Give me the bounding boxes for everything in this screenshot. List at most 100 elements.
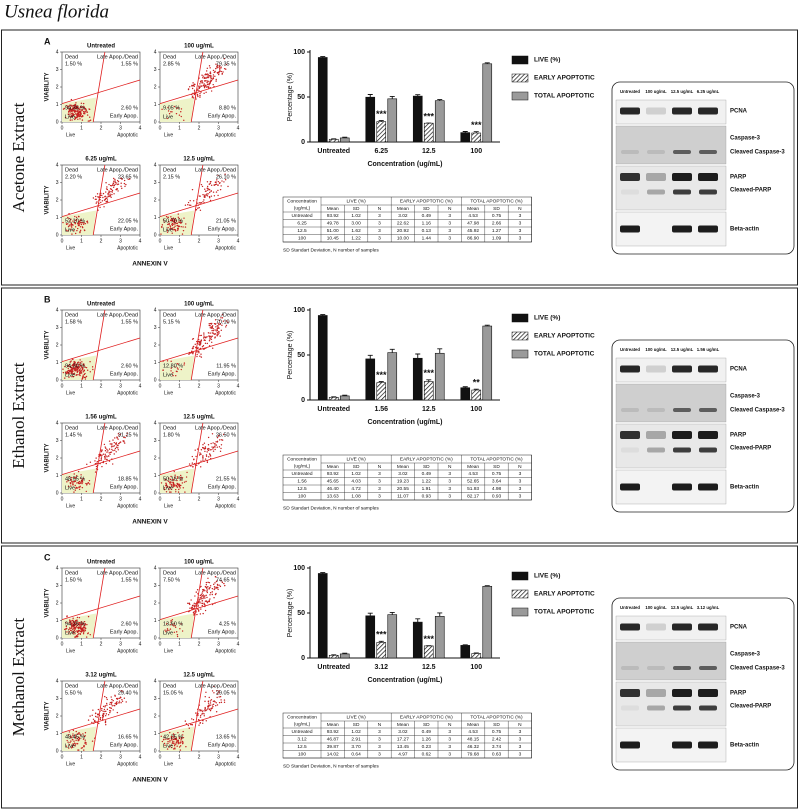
event-dot — [99, 206, 101, 209]
event-dot — [94, 471, 97, 473]
gate-line — [159, 708, 239, 734]
quadrant-label: Late Apop./Dead — [97, 683, 138, 689]
event-dot — [104, 715, 107, 717]
event-dot — [213, 195, 216, 197]
axis-label: Live — [164, 503, 173, 509]
event-dot — [189, 199, 191, 202]
event-dot — [67, 741, 69, 743]
event-dot — [174, 366, 176, 368]
event-dot — [77, 622, 79, 624]
error-bar — [473, 652, 479, 654]
protein-label: PARP — [730, 175, 746, 181]
y-tick-label: 0 — [154, 232, 157, 238]
blot-band — [621, 408, 639, 412]
table-subheader: N — [378, 722, 382, 728]
table-cell: 3 — [378, 479, 381, 485]
event-dot — [125, 435, 128, 437]
event-dot — [104, 695, 106, 698]
bar — [387, 614, 398, 659]
event-dot — [70, 623, 73, 625]
table-cell: 4.97 — [398, 752, 408, 758]
event-dot — [65, 372, 67, 375]
event-dot — [171, 111, 173, 113]
event-dot — [84, 376, 87, 378]
y-tick-label: 0 — [56, 377, 59, 383]
y-tick-label: 2 — [154, 342, 157, 348]
event-dot — [76, 487, 79, 489]
y-tick-label: 0 — [301, 655, 305, 662]
event-dot — [95, 202, 97, 204]
event-dot — [173, 741, 175, 743]
event-dot — [171, 746, 173, 749]
table-cell: Untreated — [291, 213, 312, 219]
event-dot — [70, 372, 72, 374]
x-tick-label: 0 — [159, 754, 162, 760]
event-dot — [203, 710, 205, 712]
event-dot — [216, 329, 219, 332]
event-dot — [86, 111, 89, 113]
event-dot — [123, 441, 125, 443]
bar — [423, 381, 434, 401]
event-dot — [71, 372, 73, 374]
event-dot — [214, 71, 216, 73]
event-dot — [209, 327, 211, 329]
event-dot — [169, 481, 171, 483]
event-dot — [208, 696, 210, 699]
x-tick-label: 3.12 — [374, 664, 388, 671]
error-bar — [342, 652, 348, 654]
x-tick-label: 2 — [198, 238, 201, 244]
table-cell: 17.27 — [397, 737, 409, 743]
event-dot — [182, 226, 184, 228]
protein-label: PARP — [730, 433, 746, 439]
table-cell: 0.23 — [422, 744, 432, 750]
event-dot — [214, 444, 216, 446]
table-cell: 39.87 — [327, 744, 339, 750]
event-dot — [193, 611, 195, 613]
event-dot — [73, 473, 75, 475]
event-dot — [212, 77, 215, 80]
event-dot — [207, 707, 209, 709]
event-dot — [80, 219, 82, 221]
blot-band — [672, 483, 692, 491]
event-dot — [113, 184, 116, 187]
x-tick-label: 3 — [217, 641, 220, 647]
event-dot — [199, 709, 201, 711]
event-dot — [218, 327, 220, 329]
event-dot — [114, 183, 116, 186]
blot-band — [620, 225, 640, 233]
event-dot — [116, 179, 119, 182]
event-dot — [170, 370, 172, 372]
lane-label: 12.5 ug/mL — [671, 605, 694, 610]
table-cell: 3 — [378, 486, 381, 492]
legend-swatch — [511, 55, 529, 65]
event-dot — [209, 82, 212, 84]
event-dot — [116, 711, 119, 714]
event-dot — [69, 741, 71, 744]
event-dot — [196, 448, 199, 450]
event-dot — [208, 708, 211, 710]
protein-label: Cleaved Caspase-3 — [730, 666, 785, 672]
event-dot — [212, 703, 215, 706]
event-dot — [81, 109, 84, 111]
event-dot — [203, 86, 206, 89]
event-dot — [111, 191, 114, 193]
event-dot — [209, 182, 211, 185]
event-dot — [65, 627, 68, 630]
event-dot — [80, 734, 82, 736]
event-dot — [198, 340, 200, 343]
y-tick-label: 2 — [56, 342, 59, 348]
event-dot — [221, 317, 224, 319]
event-dot — [106, 458, 108, 461]
event-dot — [64, 365, 66, 368]
event-dot — [88, 483, 91, 485]
event-dot — [96, 201, 98, 203]
event-dot — [210, 336, 212, 339]
event-dot — [105, 447, 107, 449]
event-dot — [175, 222, 178, 225]
event-dot — [202, 720, 204, 722]
event-dot — [105, 191, 107, 193]
event-dot — [198, 350, 200, 353]
blot-band — [673, 150, 691, 154]
event-dot — [210, 338, 213, 340]
event-dot — [113, 704, 115, 707]
